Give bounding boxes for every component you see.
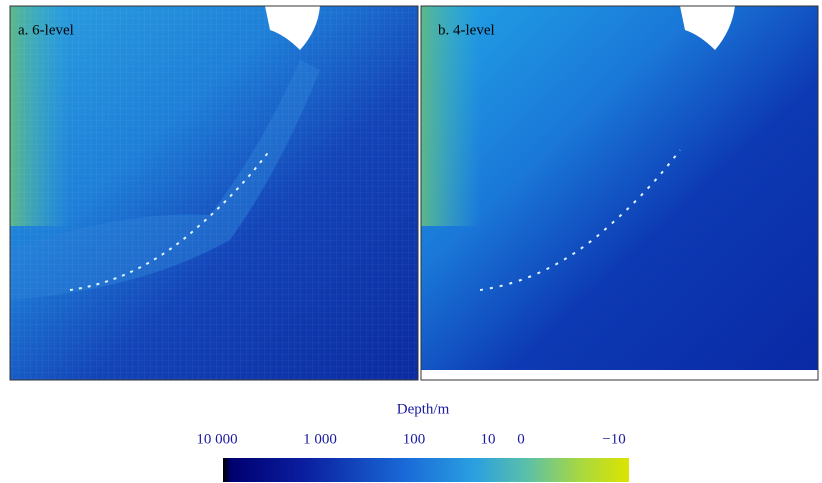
- colorbar-tick: −10: [602, 431, 625, 447]
- coast: [421, 6, 481, 226]
- colorbar-bar: [223, 458, 629, 482]
- sea: [421, 6, 818, 380]
- colorbar-tick: 1 000: [303, 431, 337, 447]
- colorbar: Depth/m 10 000 1 000 100 10 0 −10: [196, 401, 629, 482]
- colorbar-tick: 10 000: [196, 431, 237, 447]
- colorbar-title: Depth/m: [397, 401, 450, 417]
- mesh: [10, 6, 418, 380]
- land: [680, 6, 735, 50]
- panel-b: b. 4-level: [420, 5, 819, 381]
- edge: [421, 370, 818, 380]
- panel-label: b. 4-level: [438, 22, 495, 38]
- panel-a: a. 6-level: [9, 5, 419, 381]
- frame: [420, 5, 819, 381]
- colorbar-tick: 100: [403, 431, 426, 447]
- frame: [9, 5, 419, 381]
- panel-label: a. 6-level: [18, 22, 74, 38]
- colorbar-tick: 0: [517, 431, 525, 447]
- colorbar-tick: 10: [481, 431, 496, 447]
